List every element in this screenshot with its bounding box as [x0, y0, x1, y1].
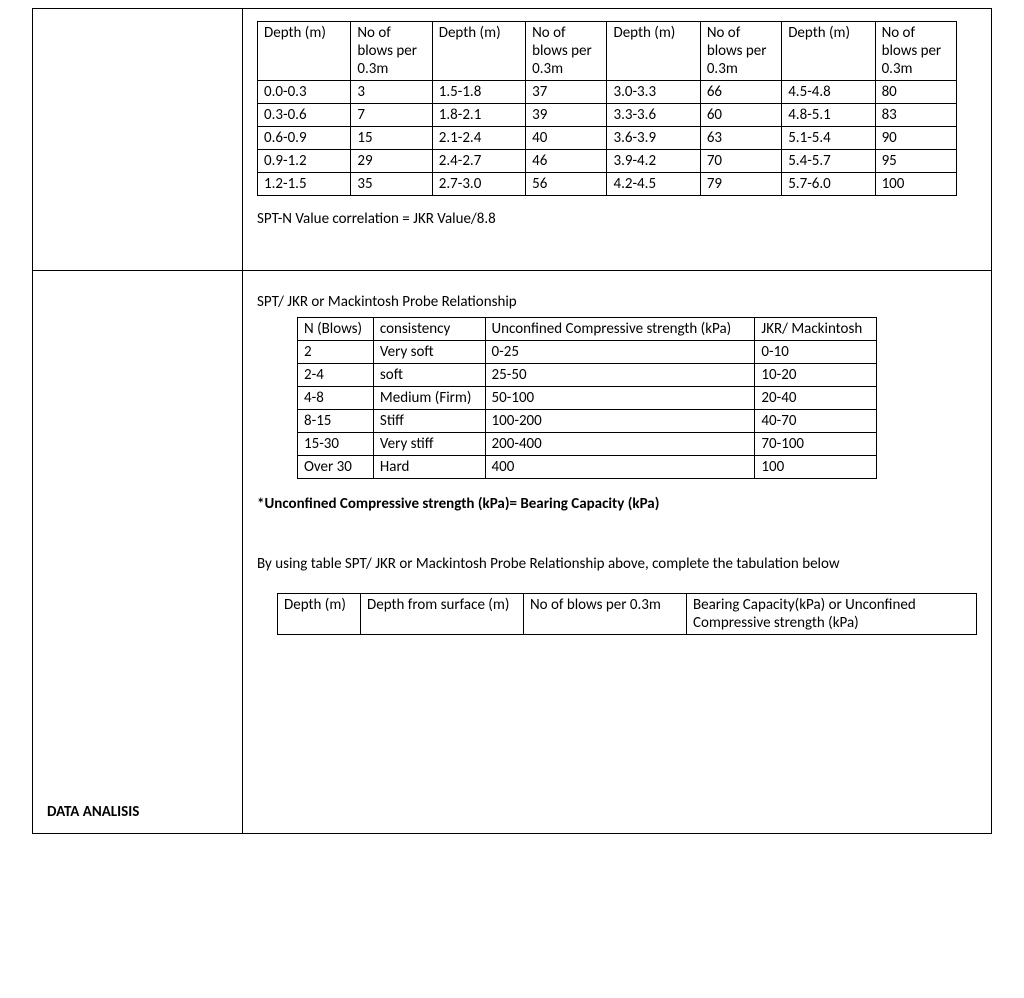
- row1-content-cell: Depth (m) No of blows per 0.3m Depth (m)…: [243, 9, 992, 271]
- relationship-title: SPT/ JKR or Mackintosh Probe Relationshi…: [257, 293, 977, 311]
- t2r1c1: soft: [373, 364, 485, 387]
- result-table: Depth (m) Depth from surface (m) No of b…: [277, 593, 977, 635]
- t2r4c0: 15-30: [298, 433, 374, 456]
- t2r4c1: Very stiff: [373, 433, 485, 456]
- hdr-depth-4: Depth (m): [782, 22, 875, 81]
- t1c2r2b: 63: [700, 127, 781, 150]
- instruction-paragraph: By using table SPT/ JKR or Mackintosh Pr…: [257, 555, 977, 573]
- t1c0r1d: 0.3-0.6: [258, 104, 351, 127]
- t3h2: No of blows per 0.3m: [524, 594, 687, 635]
- t1c3r3b: 95: [875, 150, 956, 173]
- t2r5c2: 400: [485, 456, 755, 479]
- t2h1: consistency: [373, 318, 485, 341]
- blows-table: Depth (m) No of blows per 0.3m Depth (m)…: [257, 21, 957, 196]
- t1c3r3d: 5.4-5.7: [782, 150, 875, 173]
- hdr-depth-3: Depth (m): [607, 22, 700, 81]
- t1c0r3d: 0.9-1.2: [258, 150, 351, 173]
- t1c0r4d: 1.2-1.5: [258, 173, 351, 196]
- t1c3r2b: 90: [875, 127, 956, 150]
- t2h2: Unconfined Compressive strength (kPa): [485, 318, 755, 341]
- t1c2r1d: 3.3-3.6: [607, 104, 700, 127]
- t1c2r4d: 4.2-4.5: [607, 173, 700, 196]
- t2r4c2: 200-400: [485, 433, 755, 456]
- document-layout-table: Depth (m) No of blows per 0.3m Depth (m)…: [32, 8, 992, 834]
- t2r5c1: Hard: [373, 456, 485, 479]
- t1c2r0b: 66: [700, 81, 781, 104]
- t1c1r0d: 1.5-1.8: [432, 81, 525, 104]
- t2r0c0: 2: [298, 341, 374, 364]
- t2r0c1: Very soft: [373, 341, 485, 364]
- t2r2c0: 4-8: [298, 387, 374, 410]
- hdr-blows-1: No of blows per 0.3m: [351, 22, 432, 81]
- t2r2c2: 50-100: [485, 387, 755, 410]
- t1c0r2d: 0.6-0.9: [258, 127, 351, 150]
- t1c1r4b: 56: [526, 173, 607, 196]
- t1c1r0b: 37: [526, 81, 607, 104]
- t2h0: N (Blows): [298, 318, 374, 341]
- t1c0r3b: 29: [351, 150, 432, 173]
- t1c2r4b: 79: [700, 173, 781, 196]
- t1c2r2d: 3.6-3.9: [607, 127, 700, 150]
- t1c1r3b: 46: [526, 150, 607, 173]
- t1c1r2b: 40: [526, 127, 607, 150]
- t1c2r3d: 3.9-4.2: [607, 150, 700, 173]
- t2h3: JKR/ Mackintosh: [755, 318, 877, 341]
- t1c0r2b: 15: [351, 127, 432, 150]
- hdr-depth-1: Depth (m): [258, 22, 351, 81]
- t1c3r4d: 5.7-6.0: [782, 173, 875, 196]
- hdr-depth-2: Depth (m): [432, 22, 525, 81]
- t1c3r1b: 83: [875, 104, 956, 127]
- t1c3r2d: 5.1-5.4: [782, 127, 875, 150]
- hdr-blows-4: No of blows per 0.3m: [875, 22, 956, 81]
- t1c3r4b: 100: [875, 173, 956, 196]
- row2-content-cell: SPT/ JKR or Mackintosh Probe Relationshi…: [243, 271, 992, 834]
- t1c1r3d: 2.4-2.7: [432, 150, 525, 173]
- t1c2r1b: 60: [700, 104, 781, 127]
- relationship-table: N (Blows) consistency Unconfined Compres…: [297, 317, 877, 479]
- t1c1r1d: 1.8-2.1: [432, 104, 525, 127]
- t1c0r4b: 35: [351, 173, 432, 196]
- hdr-blows-3: No of blows per 0.3m: [700, 22, 781, 81]
- t1c3r1d: 4.8-5.1: [782, 104, 875, 127]
- t1c3r0b: 80: [875, 81, 956, 104]
- t1c2r3b: 70: [700, 150, 781, 173]
- t1c1r1b: 39: [526, 104, 607, 127]
- t2r1c0: 2-4: [298, 364, 374, 387]
- t2r0c2: 0-25: [485, 341, 755, 364]
- t3h1: Depth from surface (m): [361, 594, 524, 635]
- data-analisis-heading: DATA ANALISIS: [47, 803, 228, 821]
- t2r3c3: 40-70: [755, 410, 877, 433]
- t1c2r0d: 3.0-3.3: [607, 81, 700, 104]
- t2r4c3: 70-100: [755, 433, 877, 456]
- spt-note: SPT-N Value correlation = JKR Value/8.8: [257, 210, 977, 228]
- row2-left-cell: DATA ANALISIS: [33, 271, 243, 834]
- t2r1c3: 10-20: [755, 364, 877, 387]
- t1c0r0d: 0.0-0.3: [258, 81, 351, 104]
- t3h3: Bearing Capacity(kPa) or Unconfined Comp…: [687, 594, 977, 635]
- row1-left-cell: [33, 9, 243, 271]
- t1c1r4d: 2.7-3.0: [432, 173, 525, 196]
- t2r3c1: Stiff: [373, 410, 485, 433]
- t2r1c2: 25-50: [485, 364, 755, 387]
- t2r0c3: 0-10: [755, 341, 877, 364]
- t1c0r0b: 3: [351, 81, 432, 104]
- t2r5c0: Over 30: [298, 456, 374, 479]
- t2r2c1: Medium (Firm): [373, 387, 485, 410]
- t2r3c0: 8-15: [298, 410, 374, 433]
- t1c0r1b: 7: [351, 104, 432, 127]
- t1c3r0d: 4.5-4.8: [782, 81, 875, 104]
- t2r5c3: 100: [755, 456, 877, 479]
- bold-note: *Unconfined Compressive strength (kPa)= …: [257, 495, 977, 513]
- hdr-blows-2: No of blows per 0.3m: [526, 22, 607, 81]
- t2r2c3: 20-40: [755, 387, 877, 410]
- t2r3c2: 100-200: [485, 410, 755, 433]
- t1c1r2d: 2.1-2.4: [432, 127, 525, 150]
- t3h0: Depth (m): [278, 594, 361, 635]
